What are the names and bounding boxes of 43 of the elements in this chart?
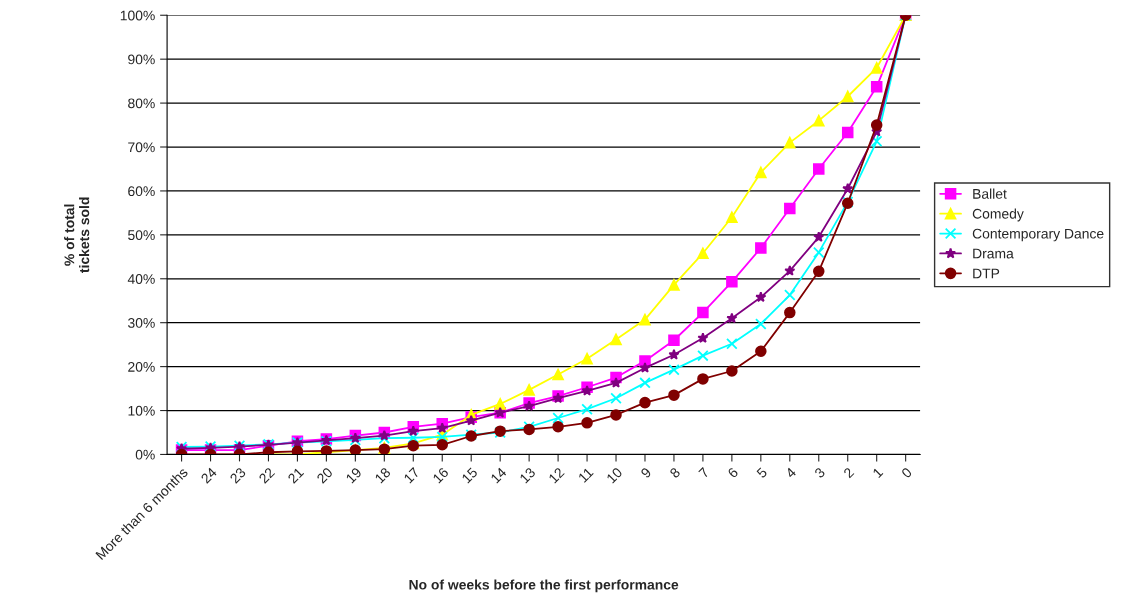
x-tick-label: 19 (345, 466, 363, 484)
y-tick-label: 90% (128, 54, 155, 65)
y-tick-label: 60% (128, 186, 155, 197)
x-tick-label: 10 (606, 466, 623, 484)
x-tick-label: 15 (461, 467, 479, 484)
x-tick-label: 14 (490, 466, 507, 484)
y-tick-label: 50% (128, 230, 155, 241)
x-tick-label: 6 (727, 466, 739, 479)
y-tick-label: 0% (135, 449, 155, 460)
x-tick-label: 4 (784, 466, 797, 479)
legend-label: Comedy (972, 208, 1024, 222)
x-tick-label: 17 (403, 467, 420, 484)
x-tick-label: 16 (432, 466, 450, 484)
x-tick-label: 7 (698, 467, 710, 479)
x-tick-label: 22 (258, 467, 276, 484)
x-tick-label: 20 (316, 466, 334, 484)
y-tick-label: 80% (128, 98, 155, 109)
x-tick-label: 1 (872, 467, 884, 479)
x-tick-label: 12 (548, 467, 565, 484)
x-tick-label: 13 (519, 466, 536, 484)
y-tick-label: 40% (127, 274, 155, 284)
x-tick-label: 21 (287, 466, 305, 484)
y-axis-title: % of total tickets sold (64, 197, 90, 273)
x-tick-label: 5 (756, 467, 768, 479)
x-axis-title: No of weeks before the first performance (409, 579, 679, 593)
y-tick-label: 10% (128, 405, 155, 416)
x-tick-label: 3 (813, 466, 826, 479)
x-tick-label: 0 (900, 466, 913, 479)
legend-label: DTP (973, 268, 1000, 279)
x-tick-label: 9 (640, 466, 652, 479)
x-tick-label: 11 (577, 467, 594, 483)
legend-label: Drama (973, 248, 1014, 259)
legend-label: Contemporary Dance (972, 228, 1104, 242)
y-tick-label: 100% (120, 10, 155, 21)
y-tick-label: 20% (128, 361, 155, 372)
x-tick-label: 2 (843, 467, 855, 479)
x-tick-label: 23 (229, 466, 247, 484)
y-tick-label: 30% (128, 318, 155, 328)
legend-label: Ballet (973, 188, 1007, 199)
y-tick-label: 70% (128, 142, 155, 153)
x-tick-label: 24 (200, 466, 218, 484)
x-tick-label: 8 (669, 466, 681, 479)
x-tick-label: 18 (374, 466, 392, 484)
